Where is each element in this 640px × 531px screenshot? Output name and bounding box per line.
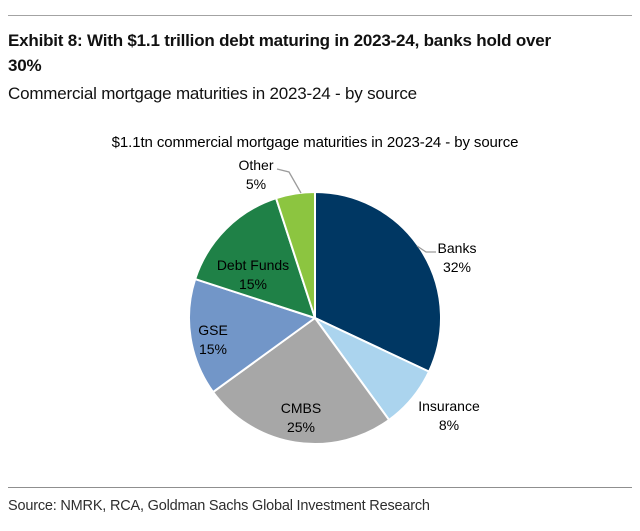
exhibit-subtitle: Commercial mortgage maturities in 2023-2…	[8, 84, 417, 103]
pie-label-gse-name: GSE	[198, 322, 228, 338]
pie-label-cmbs: CMBS 25%	[281, 399, 321, 437]
pie-label-cmbs-name: CMBS	[280, 400, 322, 416]
top-rule	[8, 15, 632, 16]
pie-slice-gse	[188, 278, 316, 394]
pie-label-banks-name: Banks	[437, 240, 477, 256]
pie-label-debt-funds-value: 15%	[238, 276, 268, 292]
pie-label-insurance: Insurance 8%	[418, 397, 479, 435]
pie-label-other: Other 5%	[238, 156, 273, 194]
pie-slice-other	[275, 191, 316, 319]
pie-label-banks-value: 32%	[442, 259, 472, 275]
pie-label-cmbs-value: 25%	[286, 419, 316, 435]
pie-label-debt-funds: Debt Funds 15%	[217, 256, 289, 294]
pie-label-other-name: Other	[238, 157, 274, 173]
pie-label-debt-funds-name: Debt Funds	[216, 257, 290, 273]
pie-chart	[188, 191, 442, 445]
footer-rule	[8, 487, 632, 488]
pie-label-gse-value: 15%	[198, 341, 228, 357]
pie-label-other-value: 5%	[245, 176, 267, 192]
source-note: Source: NMRK, RCA, Goldman Sachs Global …	[8, 498, 430, 514]
pie-label-banks: Banks 32%	[438, 239, 477, 277]
exhibit-title: Exhibit 8: With $1.1 trillion debt matur…	[8, 31, 551, 75]
pie-slice-cmbs	[212, 317, 391, 445]
pie-label-insurance-name: Insurance	[418, 398, 480, 414]
pie-label-gse: GSE 15%	[198, 321, 228, 359]
chart-title: $1.1tn commercial mortgage maturities in…	[111, 134, 519, 151]
pie-label-insurance-value: 8%	[438, 417, 460, 433]
